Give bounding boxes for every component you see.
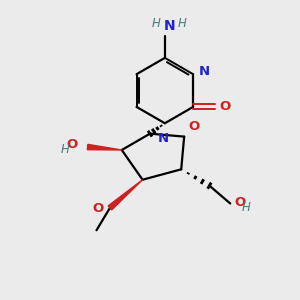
Text: O: O [235,196,246,209]
Text: O: O [189,120,200,133]
Text: O: O [67,138,78,151]
Polygon shape [108,180,142,210]
Text: O: O [92,202,103,215]
Text: O: O [220,100,231,113]
Text: H: H [60,143,69,156]
Text: N: N [199,65,210,78]
Text: N: N [158,132,169,145]
Text: H: H [178,17,187,30]
Text: H: H [152,17,161,30]
Text: N: N [164,19,175,33]
Text: H: H [242,202,251,214]
Polygon shape [87,144,122,150]
